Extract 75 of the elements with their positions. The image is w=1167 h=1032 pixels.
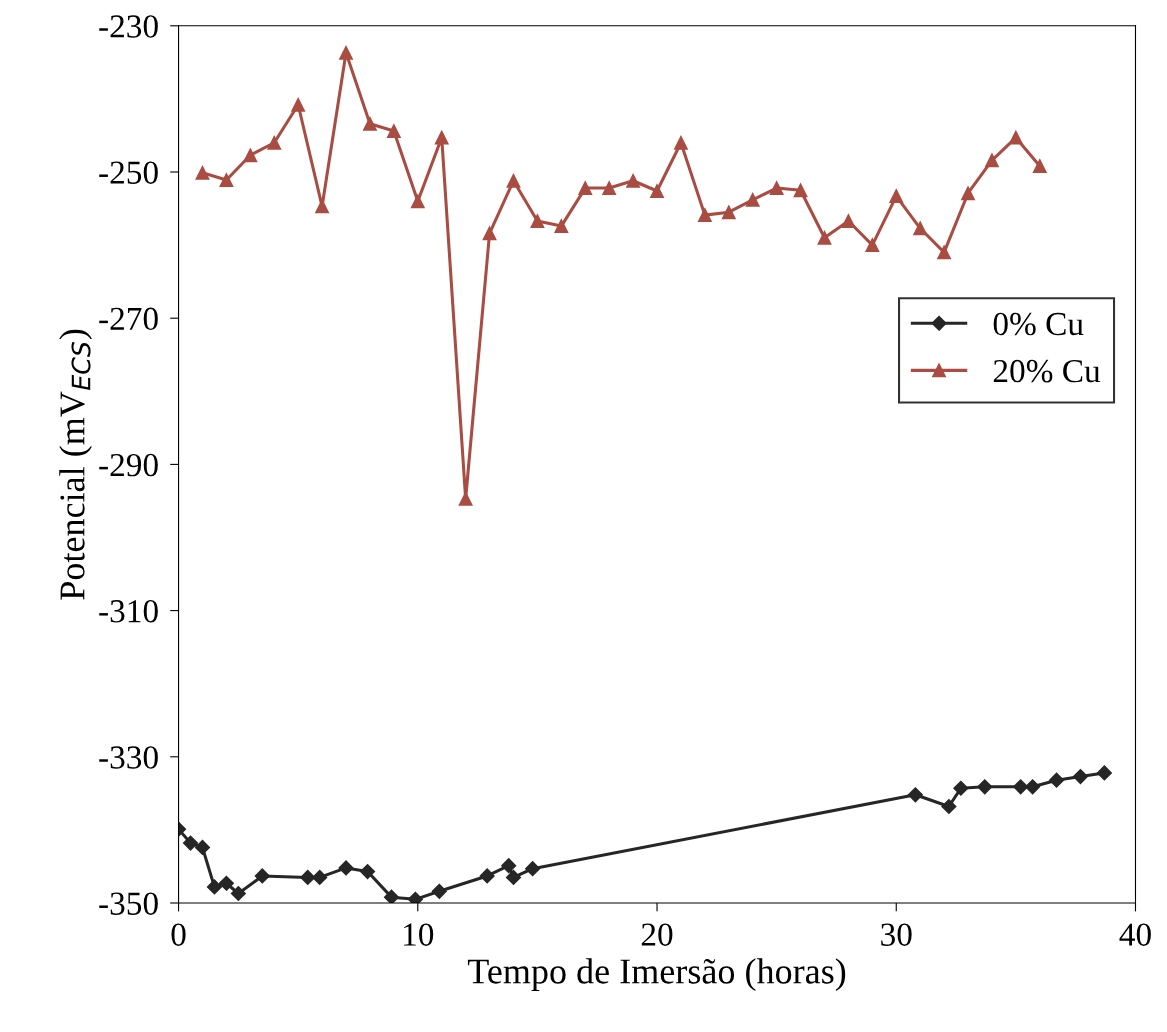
x-tick-label: 40 — [1119, 923, 1151, 946]
y-tick-label: -270 — [99, 307, 158, 331]
point — [769, 181, 784, 196]
point — [937, 245, 952, 260]
point — [907, 787, 923, 803]
point — [977, 779, 993, 795]
point — [961, 186, 975, 201]
point — [578, 181, 593, 196]
point — [206, 879, 223, 895]
point — [479, 868, 495, 884]
point — [482, 226, 497, 241]
x-tick-label: 20 — [641, 923, 673, 946]
point — [218, 875, 234, 891]
point — [243, 148, 258, 163]
point — [745, 192, 760, 207]
y-tick-label: -350 — [99, 892, 158, 915]
point — [434, 130, 449, 145]
point — [501, 858, 517, 874]
point — [267, 135, 282, 150]
point — [386, 124, 401, 139]
point — [230, 885, 246, 902]
point — [841, 214, 856, 228]
point — [673, 135, 688, 150]
y-tick-label: -310 — [99, 600, 158, 623]
x-tick-label: 30 — [881, 923, 912, 946]
point — [817, 230, 832, 245]
point — [195, 165, 210, 180]
point — [953, 780, 969, 796]
point — [362, 116, 377, 131]
point — [300, 869, 316, 885]
point — [889, 189, 904, 204]
point — [650, 184, 664, 198]
y-axis-title: Potencial (mV$_{ECS}$) — [59, 329, 92, 600]
point — [1008, 130, 1023, 145]
point — [1025, 779, 1041, 795]
y-tick-label: -290 — [99, 453, 158, 477]
point — [865, 238, 880, 253]
point — [431, 883, 447, 899]
point — [530, 214, 545, 228]
point — [941, 798, 957, 815]
point — [506, 173, 521, 188]
point — [194, 839, 211, 856]
point — [602, 181, 617, 196]
y-tick-label: -250 — [99, 161, 158, 184]
legend-label: 0% Cu — [993, 312, 1084, 336]
y-tick-label: -230 — [99, 15, 158, 38]
point — [182, 835, 199, 851]
y-tick-label: -330 — [99, 746, 158, 769]
point — [697, 208, 712, 223]
point — [525, 861, 541, 877]
point — [626, 173, 641, 188]
point — [410, 194, 425, 209]
point — [1096, 765, 1112, 781]
x-tick-label: 0 — [171, 923, 186, 946]
point — [721, 205, 736, 220]
point — [219, 173, 234, 187]
point — [359, 863, 376, 880]
point — [254, 868, 270, 884]
point — [1048, 772, 1065, 788]
point — [554, 219, 569, 234]
point — [1072, 768, 1089, 785]
legend-label: 20% Cu — [993, 359, 1101, 383]
point — [338, 860, 354, 876]
point — [339, 45, 353, 60]
point — [505, 869, 522, 885]
x-tick-label: 10 — [404, 923, 434, 946]
point — [1013, 779, 1029, 795]
point — [383, 889, 400, 903]
point — [291, 97, 306, 112]
point — [985, 153, 999, 168]
point — [793, 183, 808, 198]
point — [1032, 159, 1047, 174]
point — [913, 221, 928, 236]
x-axis-title: Tempo de Imersão (horas) — [467, 958, 846, 991]
point — [312, 869, 328, 885]
